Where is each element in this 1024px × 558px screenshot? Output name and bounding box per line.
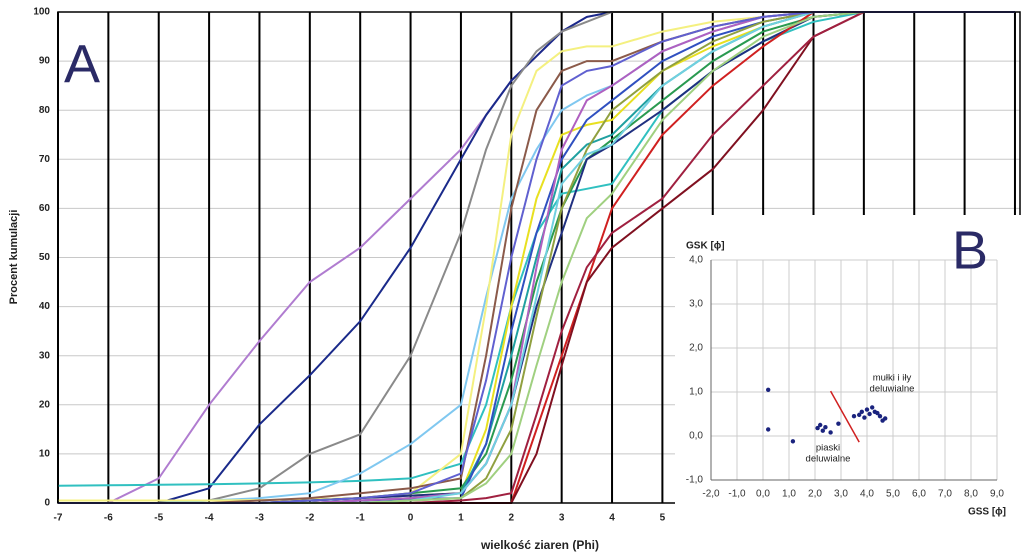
y-tick-label: 10: [39, 449, 51, 460]
y-axis-label: GSK [ϕ]: [686, 241, 725, 252]
point: [820, 428, 825, 433]
point: [859, 409, 864, 414]
panel-letter: B: [952, 220, 988, 280]
x-tick-label: 7,0: [938, 489, 952, 500]
y-tick-label: -1,0: [686, 475, 704, 486]
x-tick-label: 0,0: [756, 489, 770, 500]
point: [766, 387, 771, 392]
y-tick-label: 30: [39, 350, 51, 361]
point: [867, 411, 872, 417]
y-tick-label: 20: [39, 399, 51, 410]
point: [875, 410, 880, 416]
point: [883, 416, 888, 421]
x-tick-label: 8,0: [964, 489, 978, 500]
y-tick-label: 70: [39, 154, 51, 165]
y-tick-label: 90: [39, 56, 51, 67]
y-axis-label: Procent kumulacji: [8, 210, 20, 305]
point: [790, 439, 796, 444]
y-tick-label: 60: [39, 203, 51, 214]
x-tick-label: 6,0: [912, 489, 926, 500]
panel-letter: A: [64, 34, 100, 94]
y-tick-label: 2,0: [689, 343, 703, 354]
point: [857, 412, 862, 418]
x-tick-label: -2: [305, 513, 314, 524]
point: [815, 425, 820, 431]
point: [828, 430, 833, 435]
x-tick-label: 3: [559, 513, 565, 524]
y-tick-label: 0,0: [689, 431, 703, 442]
x-tick-label: 4: [609, 513, 615, 524]
x-axis-label: GSS [ϕ]: [968, 507, 1006, 518]
x-tick-label: 2,0: [808, 489, 822, 500]
x-tick-label: -6: [104, 513, 113, 524]
x-tick-label: 1,0: [782, 489, 796, 500]
x-tick-label: -7: [54, 513, 63, 524]
point: [870, 405, 875, 410]
x-tick-label: -3: [255, 513, 264, 524]
x-tick-label: 5: [660, 513, 666, 524]
y-tick-label: 40: [39, 301, 51, 312]
divider-line: [829, 390, 860, 443]
annotation: deluwialne: [806, 454, 851, 465]
annotation: deluwialne: [870, 384, 915, 395]
x-tick-label: -4: [205, 513, 214, 524]
point: [864, 407, 870, 412]
annotation: piaski: [816, 443, 840, 454]
y-tick-label: 100: [33, 7, 50, 18]
inset-background: [675, 215, 1024, 558]
x-tick-label: 9,0: [990, 489, 1004, 500]
x-tick-label: -5: [154, 513, 163, 524]
x-tick-label: -1,0: [728, 489, 746, 500]
x-tick-label: 5,0: [886, 489, 900, 500]
x-tick-label: 1: [458, 513, 464, 524]
x-tick-label: -1: [356, 513, 365, 524]
x-axis-label: wielkość ziaren (Phi): [480, 538, 599, 552]
y-tick-label: 0: [44, 498, 50, 509]
point: [818, 422, 823, 428]
y-tick-label: 1,0: [689, 387, 703, 398]
x-tick-label: 3,0: [834, 489, 848, 500]
point: [862, 415, 867, 420]
point: [877, 414, 883, 419]
point: [766, 427, 771, 432]
annotation: mułki i iły: [873, 373, 912, 384]
x-tick-label: 0: [408, 513, 414, 524]
point: [823, 425, 828, 430]
x-tick-label: 4,0: [860, 489, 874, 500]
y-tick-label: 3,0: [689, 299, 703, 310]
x-tick-label: -2,0: [702, 489, 720, 500]
point: [836, 421, 841, 426]
y-tick-label: 80: [39, 105, 51, 116]
y-tick-label: 4,0: [689, 255, 703, 266]
point: [851, 414, 857, 419]
y-tick-label: 50: [39, 252, 51, 263]
x-tick-label: 2: [509, 513, 515, 524]
